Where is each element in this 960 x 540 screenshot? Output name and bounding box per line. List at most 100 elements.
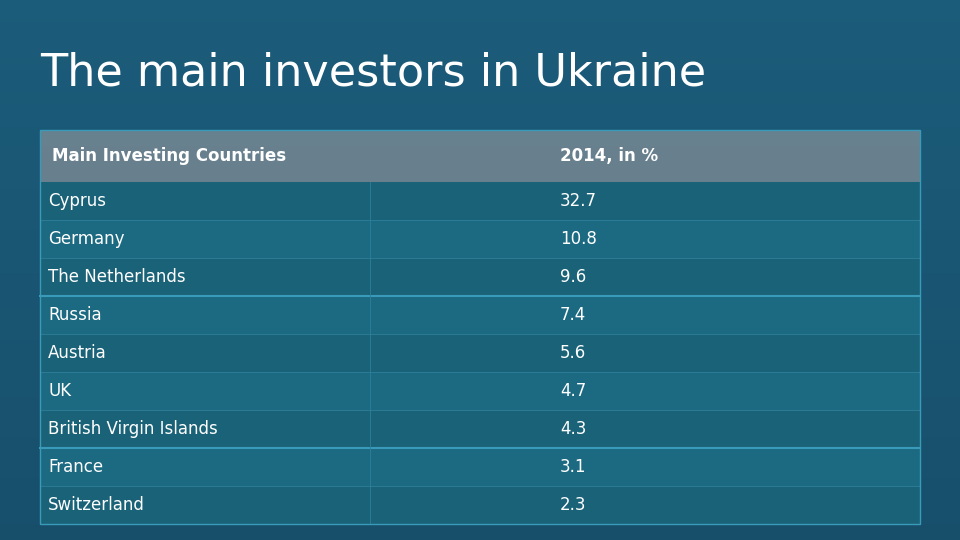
Bar xyxy=(0,97,960,101)
Bar xyxy=(0,227,960,231)
Bar xyxy=(0,57,960,60)
Bar xyxy=(0,265,960,268)
Bar xyxy=(0,467,960,471)
Text: 5.6: 5.6 xyxy=(560,344,587,362)
Bar xyxy=(0,130,960,133)
Bar xyxy=(0,389,960,393)
Bar xyxy=(0,14,960,17)
Bar xyxy=(0,35,960,39)
Bar xyxy=(40,130,920,182)
Bar xyxy=(0,159,960,163)
Bar xyxy=(0,356,960,360)
Bar xyxy=(0,86,960,90)
Bar xyxy=(0,16,960,20)
Bar xyxy=(0,410,960,414)
Bar xyxy=(0,489,960,492)
Bar xyxy=(0,84,960,87)
Bar xyxy=(0,22,960,25)
Bar xyxy=(0,254,960,258)
Bar xyxy=(0,24,960,28)
Bar xyxy=(0,518,960,522)
Bar xyxy=(0,448,960,452)
Bar xyxy=(0,170,960,174)
Text: 10.8: 10.8 xyxy=(560,230,597,248)
Bar xyxy=(0,230,960,233)
Bar xyxy=(0,92,960,96)
Bar xyxy=(0,456,960,460)
Bar xyxy=(0,429,960,433)
Bar xyxy=(0,19,960,23)
Text: Cyprus: Cyprus xyxy=(48,192,106,210)
Bar xyxy=(0,418,960,422)
Bar xyxy=(0,81,960,85)
Bar xyxy=(0,119,960,123)
Bar xyxy=(0,459,960,463)
Bar xyxy=(0,462,960,465)
Bar xyxy=(0,197,960,201)
Bar xyxy=(0,108,960,112)
Bar xyxy=(0,189,960,193)
Bar xyxy=(0,148,960,152)
Bar xyxy=(0,89,960,93)
Bar xyxy=(0,3,960,6)
Bar xyxy=(0,240,960,244)
Bar xyxy=(0,143,960,147)
Bar xyxy=(0,186,960,190)
Bar xyxy=(0,116,960,120)
Bar xyxy=(0,59,960,63)
Bar xyxy=(0,500,960,503)
Bar xyxy=(0,38,960,42)
Bar xyxy=(0,475,960,479)
Bar xyxy=(0,248,960,252)
Bar xyxy=(0,481,960,484)
Text: Germany: Germany xyxy=(48,230,125,248)
Bar xyxy=(0,397,960,401)
Bar xyxy=(0,278,960,282)
Text: 3.1: 3.1 xyxy=(560,458,587,476)
Bar xyxy=(0,216,960,220)
Bar xyxy=(0,343,960,347)
Bar xyxy=(0,394,960,398)
Bar xyxy=(0,40,960,44)
Bar xyxy=(0,49,960,52)
Bar xyxy=(0,27,960,31)
Bar xyxy=(0,140,960,144)
Bar xyxy=(0,316,960,320)
Bar xyxy=(0,408,960,411)
Bar xyxy=(0,100,960,104)
Bar xyxy=(0,364,960,368)
Bar xyxy=(0,537,960,540)
Bar xyxy=(0,273,960,276)
Bar xyxy=(0,400,960,403)
Bar xyxy=(0,302,960,306)
Bar xyxy=(40,334,920,372)
Bar xyxy=(0,65,960,69)
Bar xyxy=(40,258,920,296)
Bar xyxy=(0,275,960,279)
Bar xyxy=(0,256,960,260)
Text: Russia: Russia xyxy=(48,306,102,324)
Bar xyxy=(0,370,960,374)
Text: UK: UK xyxy=(48,382,71,400)
Bar xyxy=(0,46,960,50)
Text: France: France xyxy=(48,458,103,476)
Text: The main investors in Ukraine: The main investors in Ukraine xyxy=(40,52,707,95)
Bar xyxy=(0,292,960,295)
Bar xyxy=(0,103,960,106)
Bar xyxy=(0,435,960,438)
Bar xyxy=(0,113,960,117)
Bar xyxy=(0,51,960,55)
Bar xyxy=(0,238,960,241)
Bar xyxy=(0,367,960,371)
Bar xyxy=(40,296,920,334)
Bar xyxy=(0,246,960,249)
Bar xyxy=(0,32,960,36)
Bar xyxy=(40,130,920,524)
Bar xyxy=(0,219,960,222)
Bar xyxy=(0,5,960,9)
Bar xyxy=(0,105,960,109)
Bar xyxy=(0,286,960,290)
Bar xyxy=(0,502,960,506)
Bar xyxy=(0,346,960,349)
Bar xyxy=(0,310,960,314)
